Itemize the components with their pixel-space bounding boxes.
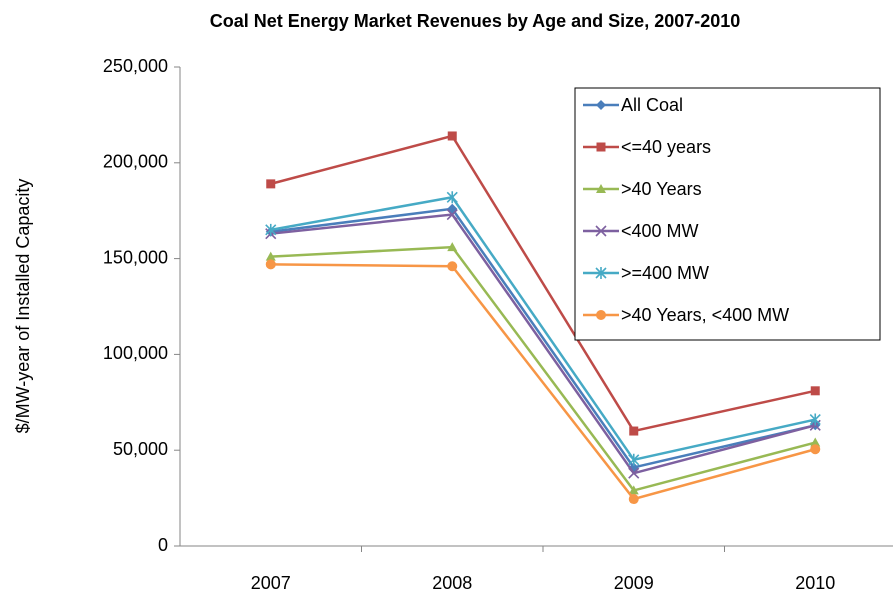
marker	[265, 223, 277, 236]
marker	[596, 184, 606, 193]
marker	[628, 485, 639, 495]
series-line	[270, 207, 816, 469]
legend-label: All Coal	[621, 95, 683, 115]
series-line	[270, 213, 816, 475]
legend-label: >=400 MW	[621, 263, 709, 283]
marker	[810, 437, 821, 447]
marker	[265, 251, 276, 261]
marker	[595, 225, 607, 237]
y-tick-label: 0	[158, 535, 168, 555]
x-tick-label: 2010	[795, 573, 835, 593]
series-line	[270, 263, 816, 501]
marker	[595, 267, 607, 279]
legend-box	[574, 87, 881, 341]
legend: All Coal <=40 years >40 Years <400 MW >=400 …	[574, 87, 881, 341]
marker	[446, 191, 458, 204]
marker	[628, 453, 640, 466]
x-tick-label: 2009	[614, 573, 654, 593]
marker	[596, 142, 606, 152]
marker	[629, 426, 639, 436]
marker	[810, 444, 821, 455]
y-axis-label: $/MW-year of Installed Capacity	[13, 179, 33, 434]
marker	[596, 310, 606, 320]
marker	[446, 208, 458, 221]
legend-label: <=40 years	[621, 137, 711, 157]
marker	[447, 261, 458, 272]
series-line	[270, 134, 816, 433]
marker	[628, 494, 639, 505]
x-tick-label: 2007	[251, 573, 291, 593]
legend-label: >40 Years	[621, 179, 702, 199]
marker	[809, 413, 821, 426]
legend-label: <400 MW	[621, 221, 699, 241]
y-tick-label: 100,000	[103, 343, 168, 363]
marker	[447, 131, 457, 141]
marker	[628, 467, 640, 479]
marker	[266, 179, 276, 189]
chart-title: Coal Net Energy Market Revenues by Age a…	[210, 11, 741, 31]
series-line	[270, 245, 816, 492]
y-tick-label: 50,000	[113, 439, 168, 459]
marker	[447, 242, 458, 252]
y-tick-label: 150,000	[103, 247, 168, 267]
series-line	[270, 195, 816, 462]
marker	[265, 259, 276, 270]
y-tick-label: 200,000	[103, 152, 168, 172]
marker	[810, 386, 820, 396]
x-tick-label: 2008	[432, 573, 472, 593]
marker	[596, 100, 606, 110]
legend-label: >40 Years, <400 MW	[621, 305, 789, 325]
y-tick-label: 250,000	[103, 56, 168, 76]
